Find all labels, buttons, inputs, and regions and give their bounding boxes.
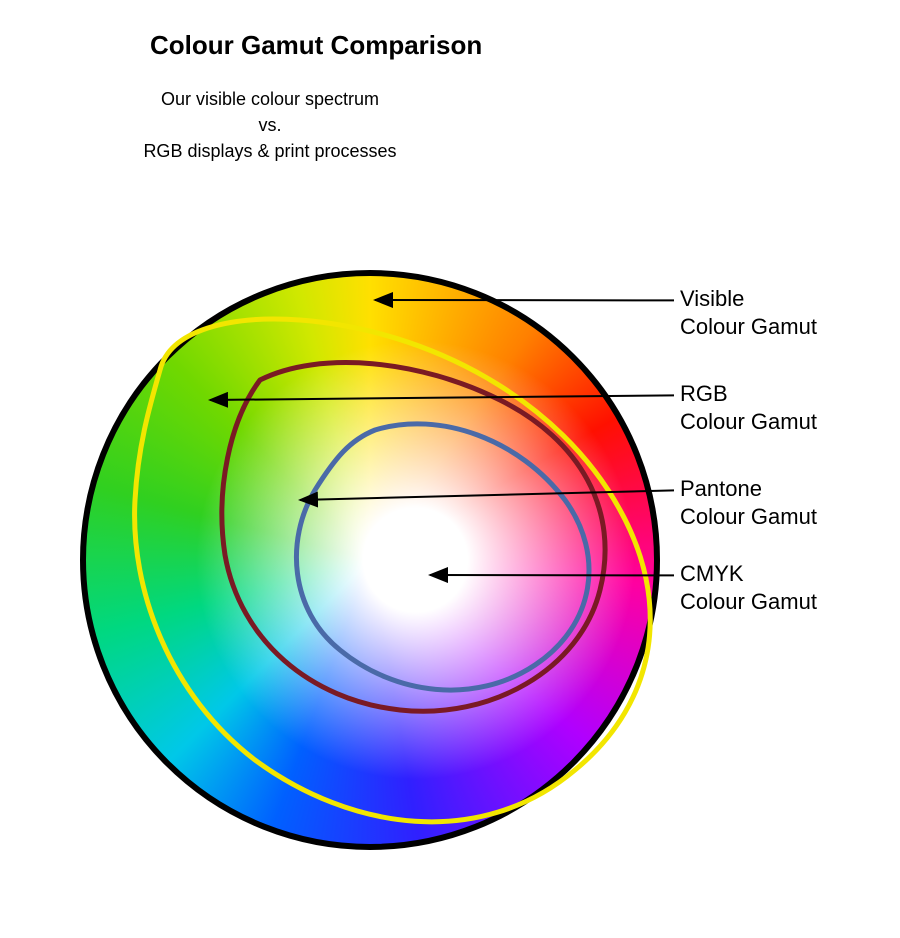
label-visible: VisibleColour Gamut: [680, 285, 817, 340]
label-rgb: RGBColour Gamut: [680, 380, 817, 435]
label-cmyk: CMYKColour Gamut: [680, 560, 817, 615]
pantone-gamut-outline: [222, 363, 605, 712]
cmyk-gamut-outline: [296, 424, 589, 690]
arrow-rgb: [210, 395, 674, 400]
gamut-overlay: [0, 0, 900, 938]
label-pantone: PantoneColour Gamut: [680, 475, 817, 530]
arrow-pantone: [300, 490, 674, 500]
diagram-stage: Colour Gamut Comparison Our visible colo…: [0, 0, 900, 938]
rgb-gamut-outline: [135, 319, 651, 822]
